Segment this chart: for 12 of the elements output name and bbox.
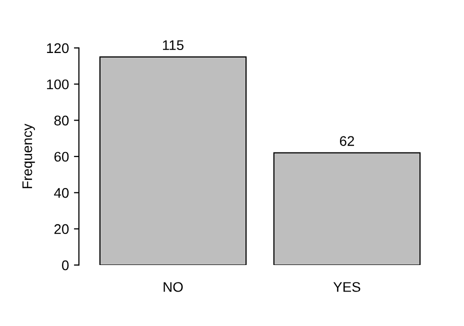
y-tick-label: 80: [54, 116, 69, 126]
x-tick-label: YES: [333, 282, 360, 292]
y-tick-label: 0: [62, 260, 69, 270]
x-tick-label: NO: [164, 282, 183, 292]
y-tick-label: 100: [47, 79, 69, 90]
y-tick-label: 20: [54, 224, 69, 234]
data-label: 62: [340, 136, 354, 146]
y-tick-label: 60: [54, 152, 69, 162]
y-axis-title: Frequency: [22, 124, 35, 188]
y-tick-label: 120: [47, 43, 69, 54]
y-tick-label: 40: [54, 188, 69, 198]
data-label: 115: [162, 40, 184, 50]
